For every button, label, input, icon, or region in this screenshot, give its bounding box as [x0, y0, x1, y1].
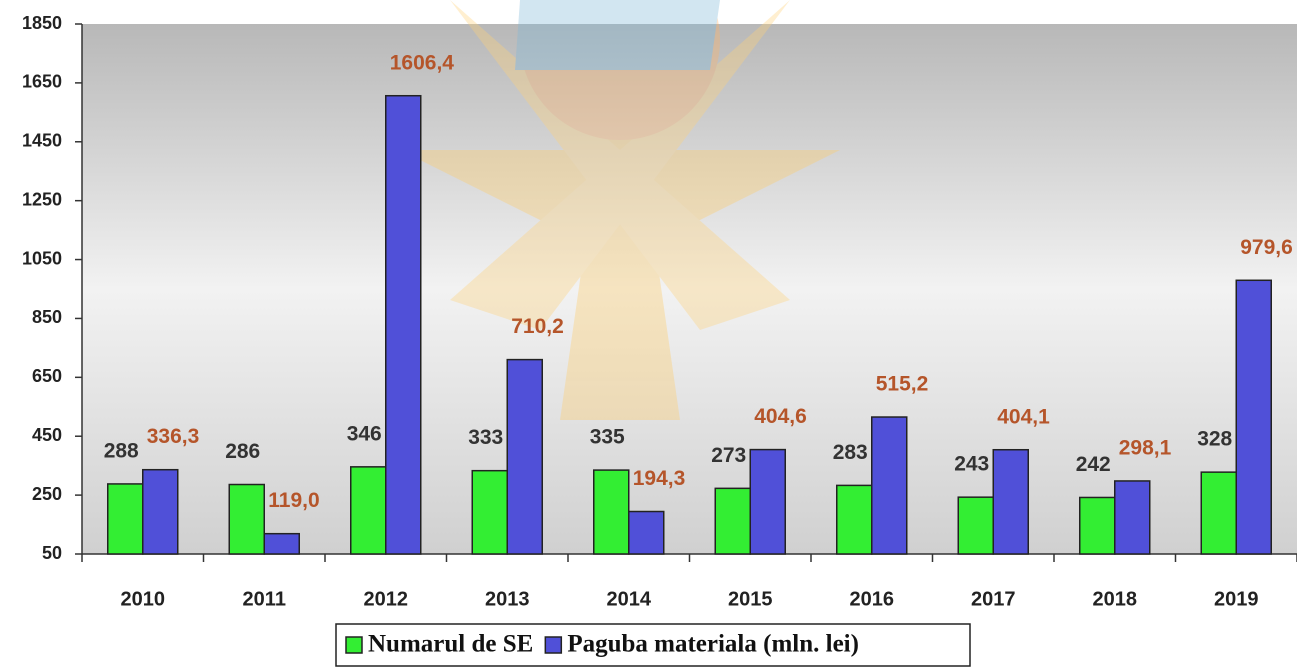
- data-label: 336,3: [147, 425, 200, 448]
- sun-decoration: [400, 0, 840, 420]
- y-tick-label: 1250: [22, 189, 62, 209]
- bar: [714, 487, 751, 555]
- bar: [1235, 279, 1272, 555]
- x-tick-label: 2011: [243, 588, 286, 610]
- data-label: 288: [104, 439, 139, 462]
- bar: [1114, 480, 1151, 555]
- bar: [228, 483, 265, 555]
- data-label: 335: [590, 426, 625, 449]
- bar: [263, 532, 300, 555]
- data-label: 243: [954, 453, 989, 476]
- bar: [1200, 471, 1237, 555]
- bar: [471, 469, 508, 555]
- bar: [142, 468, 179, 555]
- y-tick-label: 250: [32, 484, 62, 504]
- y-tick-label: 1450: [22, 131, 62, 151]
- plot-area: [82, 24, 1297, 554]
- x-tick-label: 2017: [971, 588, 1016, 610]
- legend-label: Paguba materiala (mln. lei): [567, 631, 859, 658]
- x-tick-label: 2014: [607, 588, 652, 610]
- legend-label: Numarul de SE: [368, 631, 533, 658]
- y-tick-label: 1650: [22, 72, 62, 92]
- y-tick-label: 1050: [22, 248, 62, 268]
- bar: [628, 510, 665, 555]
- y-tick-label: 850: [32, 307, 62, 327]
- data-label: 194,3: [633, 467, 686, 490]
- data-label: 710,2: [511, 315, 564, 338]
- y-tick-label: 450: [32, 425, 62, 445]
- data-label: 273: [711, 444, 746, 467]
- data-label: 328: [1197, 428, 1232, 451]
- legend-box: [335, 623, 971, 667]
- bar: [385, 94, 422, 555]
- bar: [871, 416, 908, 555]
- data-label: 298,1: [1119, 436, 1172, 459]
- data-label: 286: [225, 440, 260, 463]
- bar: [350, 466, 387, 555]
- y-tick-label: 650: [32, 366, 62, 386]
- data-label: 283: [833, 441, 868, 464]
- x-tick-label: 2019: [1214, 588, 1259, 610]
- bar: [593, 469, 630, 555]
- x-tick-label: 2018: [1093, 588, 1138, 610]
- data-label: 333: [468, 426, 503, 449]
- bar: [506, 358, 543, 555]
- legend-swatch: [544, 636, 563, 654]
- x-tick-label: 2016: [850, 588, 895, 610]
- y-tick-label: 50: [42, 543, 62, 563]
- bar: [992, 448, 1029, 555]
- data-label: 404,6: [754, 405, 807, 428]
- bar: [749, 448, 786, 555]
- x-tick-label: 2015: [728, 588, 773, 610]
- data-label: 1606,4: [390, 51, 455, 74]
- bar: [107, 483, 144, 555]
- bar: [836, 484, 873, 555]
- data-label: 346: [347, 422, 382, 445]
- bar: [1079, 496, 1116, 555]
- data-label: 404,1: [997, 405, 1050, 428]
- legend-swatch: [345, 636, 363, 654]
- y-tick-label: 1850: [22, 13, 62, 33]
- x-tick-label: 2012: [364, 588, 409, 610]
- x-tick-label: 2013: [485, 588, 530, 610]
- data-label: 979,6: [1240, 236, 1293, 259]
- data-label: 119,0: [268, 489, 319, 512]
- bar: [957, 496, 994, 555]
- x-tick-label: 2010: [121, 588, 166, 610]
- data-label: 242: [1076, 453, 1111, 476]
- data-label: 515,2: [876, 373, 929, 396]
